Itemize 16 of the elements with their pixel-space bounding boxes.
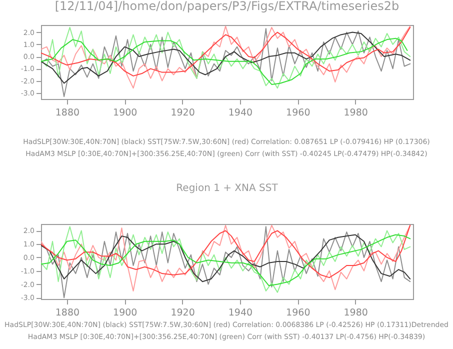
x-tick-label: 1900: [113, 308, 138, 318]
line-series: [41, 224, 411, 278]
x-tick-label: 1980: [344, 108, 368, 118]
x-tick-label: 1960: [286, 308, 310, 318]
x-tick-label: 1960: [286, 108, 310, 118]
chart-title: Region 1 + XNA SST: [176, 183, 279, 194]
x-tick-label: 1980: [344, 308, 368, 318]
line-series: [41, 26, 411, 76]
x-tick-label: 1940: [228, 308, 253, 318]
x-tick-label: 1900: [113, 108, 138, 118]
x-tick-label: 1920: [170, 308, 195, 318]
x-tick-label: 1920: [170, 108, 195, 118]
x-tick-label: 1940: [228, 108, 253, 118]
x-tick-label: 1880: [55, 308, 80, 318]
chart-title: [12/11/04]/home/don/papers/P3/Figs/EXTRA/timeseries2b: [54, 0, 400, 13]
x-tick-label: 1880: [55, 108, 80, 118]
